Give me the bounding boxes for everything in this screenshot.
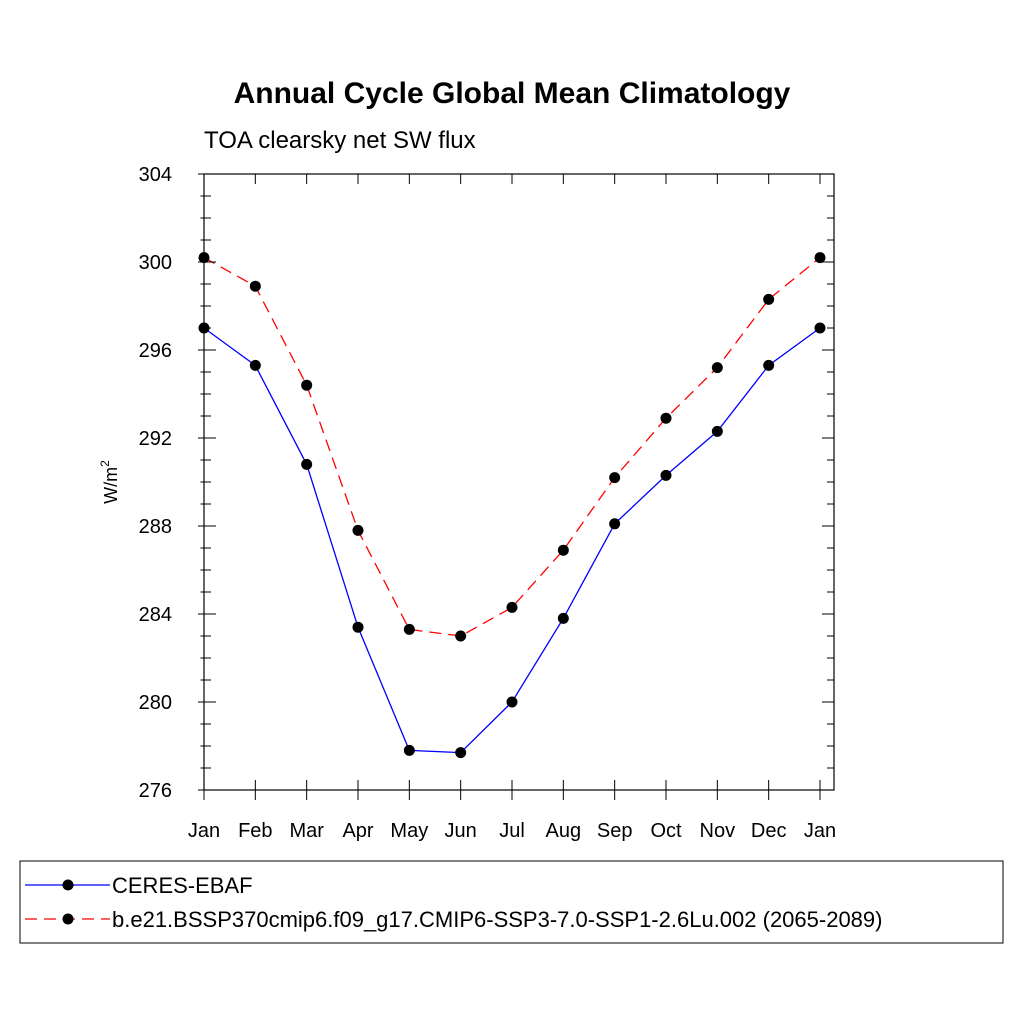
data-point-series-1 [352,524,364,536]
x-tick-label: Nov [700,820,736,842]
series-layer [198,252,826,759]
x-tick-label: Apr [342,820,373,842]
x-tick-label: May [390,820,428,842]
x-tick-label: Oct [650,820,682,842]
legend-box [19,860,1004,944]
data-point-series-0 [352,621,364,633]
y-axis-label: W/m2 [98,460,121,504]
y-tick-label: 288 [139,516,172,538]
data-point-series-1 [609,472,621,484]
data-point-series-1 [249,280,261,292]
data-point-series-1 [557,544,569,556]
plot-frame [203,173,835,791]
x-tick-label: Feb [238,820,272,842]
data-point-series-0 [249,359,261,371]
data-point-series-0 [455,747,467,759]
x-tick-label: Jan [188,820,220,842]
y-tick-label: 276 [139,780,172,802]
x-tick-label: Jan [804,820,836,842]
legend-label-1: b.e21.BSSP370cmip6.f09_g17.CMIP6-SSP3-7.… [112,907,882,932]
y-tick-label: 292 [139,428,172,450]
data-point-series-0 [506,696,518,708]
x-tick-label: Sep [597,820,633,842]
data-point-series-0 [403,744,415,756]
data-point-series-1 [660,412,672,424]
data-point-series-1 [403,623,415,635]
data-point-series-1 [814,252,826,264]
y-tick-label: 300 [139,252,172,274]
x-tick-label: Aug [546,820,582,842]
y-axis-label-superscript: 2 [98,460,112,467]
data-point-series-0 [660,469,672,481]
data-point-series-0 [711,425,723,437]
x-tick-label: Jun [445,820,477,842]
data-point-series-1 [711,362,723,374]
y-tick-label: 280 [139,692,172,714]
y-tick-label: 296 [139,340,172,362]
y-axis-label-unit: W/m [101,467,121,504]
data-point-series-1 [763,293,775,305]
data-point-series-1 [506,601,518,613]
legend-marker-1 [62,913,74,925]
legend-label-0: CERES-EBAF [112,873,253,898]
x-tick-label: Mar [289,820,324,842]
legend-marker-0 [62,879,74,891]
data-point-series-0 [814,322,826,334]
chart-title: Annual Cycle Global Mean Climatology [234,77,791,110]
data-point-series-0 [301,458,313,470]
series-line-0 [203,327,821,754]
y-tick-label: 304 [139,164,172,186]
y-tick-label: 284 [139,604,172,626]
axes-layer: 276 280 284 288 292 296 300 304 Jan Feb Mar Apr May J… [139,164,837,842]
data-point-series-0 [763,359,775,371]
data-point-series-0 [557,612,569,624]
series-line-1 [203,257,821,637]
data-point-series-1 [301,379,313,391]
data-point-series-0 [609,518,621,530]
x-tick-label: Dec [751,820,787,842]
x-tick-label: Jul [499,820,525,842]
legend: CERES-EBAF b.e21.BSSP370cmip6.f09_g17.CMI… [19,860,1004,944]
chart-subtitle: TOA clearsky net SW flux [204,127,476,154]
data-point-series-1 [455,630,467,642]
